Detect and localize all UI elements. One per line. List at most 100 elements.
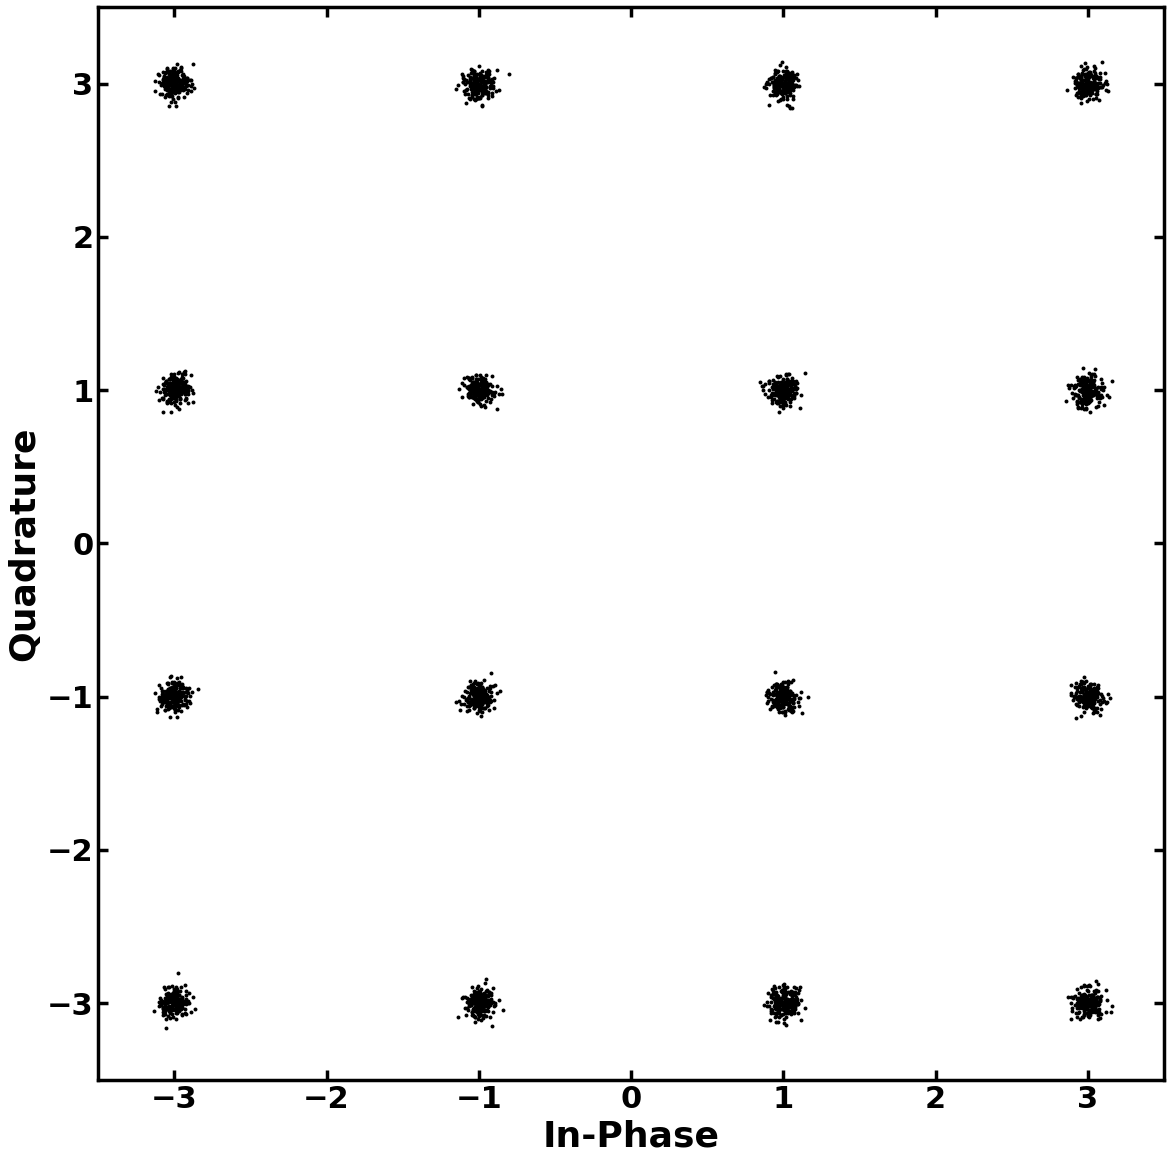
Point (470, 379, 488, 398)
Point (766, 372, 785, 391)
Point (167, 987, 186, 1006)
Point (1081, 387, 1100, 406)
Point (471, 376, 489, 394)
Point (765, 985, 783, 1003)
Point (166, 369, 185, 387)
Point (156, 992, 174, 1010)
Point (459, 996, 478, 1015)
Point (1082, 682, 1101, 701)
Point (1069, 385, 1088, 404)
Point (771, 56, 789, 74)
Point (772, 386, 790, 405)
Point (159, 989, 178, 1008)
Point (1078, 77, 1097, 95)
Point (473, 1009, 492, 1028)
Point (767, 72, 786, 90)
Point (1093, 53, 1111, 72)
Point (780, 77, 799, 95)
Point (755, 375, 774, 393)
Point (771, 378, 789, 397)
Point (473, 380, 492, 399)
Point (783, 690, 802, 709)
Point (163, 989, 182, 1008)
Point (485, 994, 504, 1013)
Point (783, 379, 802, 398)
Point (167, 691, 186, 710)
Point (781, 79, 800, 97)
Point (771, 389, 789, 407)
Point (1077, 993, 1096, 1012)
Point (477, 985, 495, 1003)
Point (1075, 703, 1094, 722)
Point (474, 988, 493, 1007)
Point (486, 995, 505, 1014)
Point (774, 389, 793, 407)
Point (471, 992, 489, 1010)
Point (471, 374, 489, 392)
Point (773, 379, 792, 398)
Point (1091, 385, 1110, 404)
Point (164, 70, 183, 88)
Point (778, 382, 796, 400)
Point (480, 676, 499, 695)
Point (461, 676, 480, 695)
Point (478, 384, 497, 403)
Point (781, 393, 800, 412)
Point (157, 371, 176, 390)
Point (470, 1000, 488, 1018)
Point (464, 691, 482, 710)
Point (1077, 393, 1096, 412)
Point (1084, 378, 1103, 397)
Point (159, 70, 178, 88)
Point (457, 690, 475, 709)
Point (163, 688, 182, 706)
Point (463, 1003, 481, 1022)
Point (169, 61, 187, 80)
Point (1073, 376, 1091, 394)
Point (779, 374, 797, 392)
Point (778, 1002, 796, 1021)
Point (775, 80, 794, 99)
Point (762, 70, 781, 88)
Point (1082, 693, 1101, 711)
Point (783, 75, 802, 94)
Point (470, 390, 488, 408)
Point (474, 1006, 493, 1024)
Point (1090, 992, 1109, 1010)
Point (766, 979, 785, 998)
Point (165, 988, 184, 1007)
Point (1074, 996, 1093, 1015)
Point (160, 382, 179, 400)
Point (474, 989, 493, 1008)
Point (1081, 1006, 1100, 1024)
Point (465, 999, 484, 1017)
Point (467, 75, 486, 94)
Point (157, 993, 176, 1012)
Point (790, 978, 809, 996)
Point (166, 999, 185, 1017)
Point (767, 991, 786, 1009)
Point (471, 702, 489, 720)
Point (1074, 1005, 1093, 1023)
Point (1076, 999, 1095, 1017)
Point (164, 684, 183, 703)
Point (1069, 690, 1088, 709)
Point (1078, 991, 1097, 1009)
Point (1070, 992, 1089, 1010)
Point (1077, 400, 1096, 419)
Point (774, 998, 793, 1016)
Point (470, 78, 488, 96)
Point (167, 994, 186, 1013)
Point (468, 70, 487, 88)
Point (771, 397, 789, 415)
Point (760, 996, 779, 1015)
Point (159, 96, 178, 115)
Point (1078, 379, 1097, 398)
Point (170, 993, 189, 1012)
Point (481, 693, 500, 711)
Point (1077, 399, 1096, 418)
Point (466, 71, 485, 89)
Point (463, 387, 481, 406)
Point (456, 682, 474, 701)
Point (765, 75, 783, 94)
